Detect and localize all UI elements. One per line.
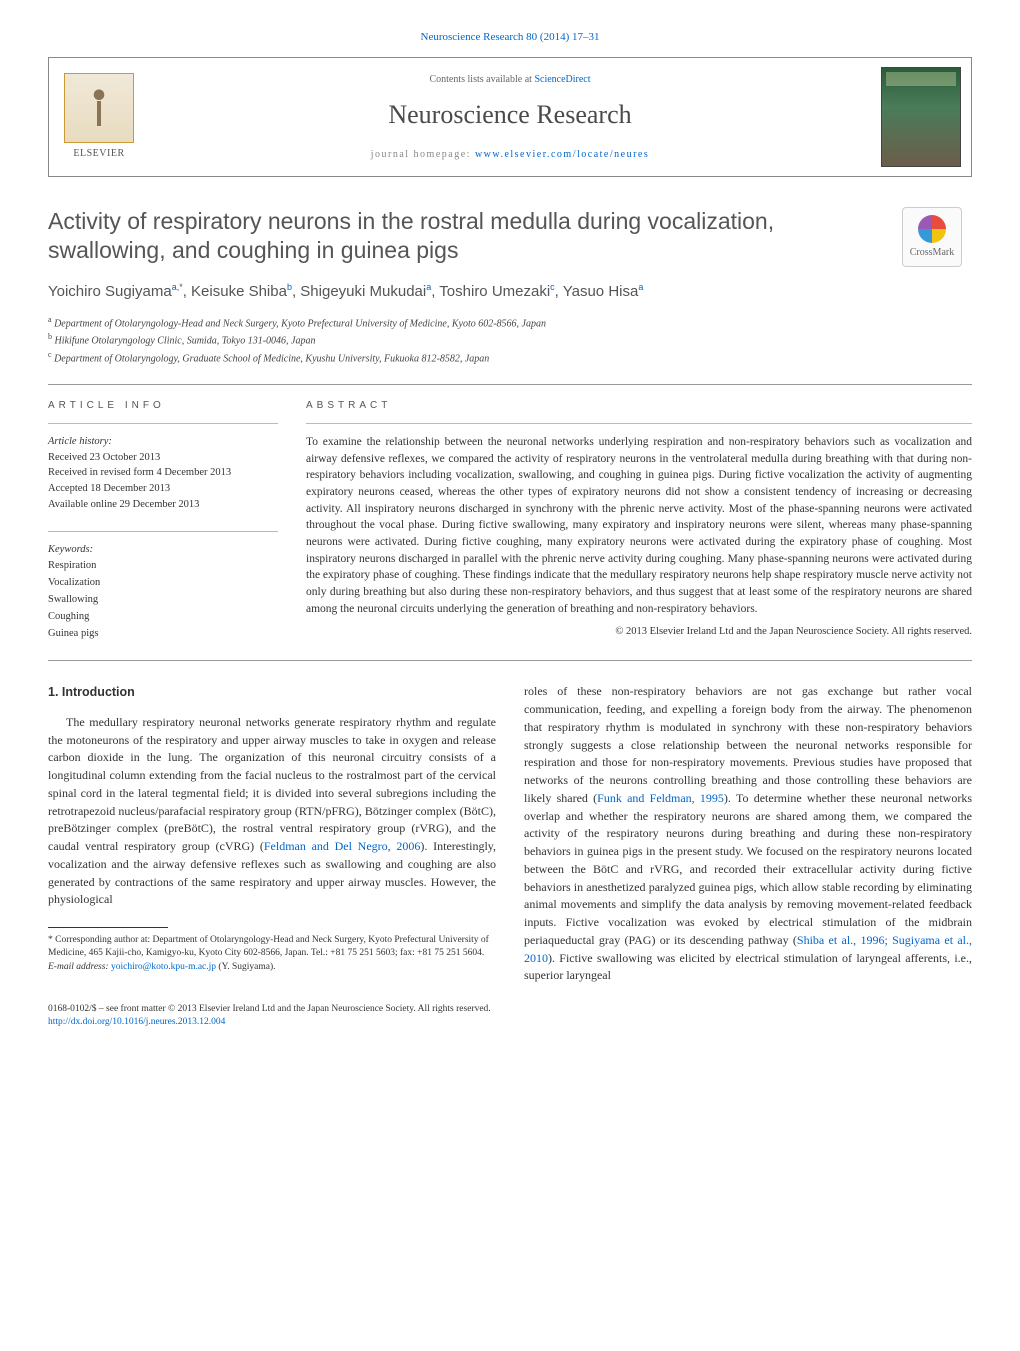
contents-available-line: Contents lists available at ScienceDirec… <box>429 73 590 87</box>
publisher-label: ELSEVIER <box>73 147 124 161</box>
thin-divider <box>306 423 972 424</box>
corresponding-author-footnote: * Corresponding author at: Department of… <box>48 934 496 974</box>
journal-masthead: ELSEVIER Contents lists available at Sci… <box>48 57 972 177</box>
homepage-prefix: journal homepage: <box>371 149 475 160</box>
email-label: E-mail address: <box>48 962 111 972</box>
keyword: Guinea pigs <box>48 628 98 639</box>
sciencedirect-link[interactable]: ScienceDirect <box>534 74 590 85</box>
affiliation-line: a Department of Otolaryngology-Head and … <box>48 314 882 331</box>
keyword: Swallowing <box>48 594 98 605</box>
journal-cover-block <box>871 58 971 176</box>
body-text: roles of these non-respiratory behaviors… <box>524 684 972 805</box>
section-heading-introduction: 1. Introduction <box>48 683 496 702</box>
body-paragraph: roles of these non-respiratory behaviors… <box>524 683 972 985</box>
page-footer: 0168-0102/$ – see front matter © 2013 El… <box>48 1003 972 1030</box>
running-head-citation: Neuroscience Research 80 (2014) 17–31 <box>48 30 972 45</box>
abstract-label: ABSTRACT <box>306 399 972 413</box>
body-text: The medullary respiratory neuronal netwo… <box>48 715 496 853</box>
body-paragraph: The medullary respiratory neuronal netwo… <box>48 714 496 909</box>
history-received: Received 23 October 2013 <box>48 452 160 463</box>
citation-link[interactable]: Neuroscience Research 80 (2014) 17–31 <box>421 31 600 43</box>
journal-homepage-line: journal homepage: www.elsevier.com/locat… <box>371 148 650 162</box>
article-history-heading: Article history: <box>48 436 112 447</box>
affiliation-line: b Hikifune Otolaryngology Clinic, Sumida… <box>48 331 882 348</box>
email-suffix: (Y. Sugiyama). <box>216 962 275 972</box>
crossmark-label: CrossMark <box>910 246 954 260</box>
keyword: Vocalization <box>48 577 100 588</box>
author-email-link[interactable]: yoichiro@koto.kpu-m.ac.jp <box>111 962 216 972</box>
keywords-heading: Keywords: <box>48 544 93 555</box>
footnote-text: * Corresponding author at: Department of… <box>48 935 489 958</box>
keyword: Coughing <box>48 611 89 622</box>
abstract-text: To examine the relationship between the … <box>306 434 972 617</box>
article-info-label: ARTICLE INFO <box>48 399 278 413</box>
journal-name: Neuroscience Research <box>388 97 631 133</box>
thin-divider <box>48 531 278 532</box>
article-body: 1. Introduction The medullary respirator… <box>48 683 972 985</box>
citation-link[interactable]: Feldman and Del Negro, 2006 <box>264 839 421 853</box>
history-accepted: Accepted 18 December 2013 <box>48 483 170 494</box>
affiliations: a Department of Otolaryngology-Head and … <box>48 314 882 366</box>
journal-cover-thumbnail <box>881 67 961 167</box>
section-divider <box>48 660 972 661</box>
journal-homepage-link[interactable]: www.elsevier.com/locate/neures <box>475 149 649 160</box>
history-online: Available online 29 December 2013 <box>48 499 199 510</box>
footer-copyright: 0168-0102/$ – see front matter © 2013 El… <box>48 1004 491 1014</box>
affiliation-line: c Department of Otolaryngology, Graduate… <box>48 349 882 366</box>
author-list: Yoichiro Sugiyamaa,*, Keisuke Shibab, Sh… <box>48 281 882 302</box>
footnote-separator <box>48 927 168 928</box>
section-divider <box>48 384 972 385</box>
crossmark-widget[interactable]: CrossMark <box>892 207 972 365</box>
publisher-block: ELSEVIER <box>49 58 149 176</box>
crossmark-icon <box>918 215 946 243</box>
article-history: Article history: Received 23 October 201… <box>48 434 278 513</box>
body-text: ). To determine whether these neuronal n… <box>524 791 972 947</box>
elsevier-tree-icon <box>64 73 134 143</box>
doi-link[interactable]: http://dx.doi.org/10.1016/j.neures.2013.… <box>48 1017 225 1027</box>
keyword: Respiration <box>48 560 96 571</box>
citation-link[interactable]: Funk and Feldman, 1995 <box>597 791 724 805</box>
thin-divider <box>48 423 278 424</box>
abstract-copyright: © 2013 Elsevier Ireland Ltd and the Japa… <box>306 625 972 640</box>
keywords-block: Keywords: Respiration Vocalization Swall… <box>48 542 278 643</box>
crossmark-badge[interactable]: CrossMark <box>902 207 962 267</box>
body-text: ). Fictive swallowing was elicited by el… <box>524 951 972 983</box>
article-title: Activity of respiratory neurons in the r… <box>48 207 882 265</box>
contents-prefix: Contents lists available at <box>429 74 534 85</box>
history-revised: Received in revised form 4 December 2013 <box>48 467 231 478</box>
